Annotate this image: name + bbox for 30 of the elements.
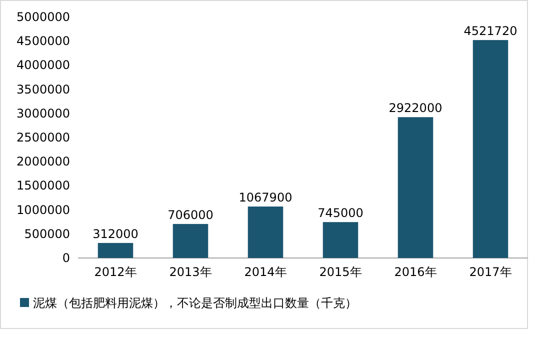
y-tick-label: 5000000 bbox=[16, 10, 70, 24]
y-tick-label: 4000000 bbox=[16, 58, 70, 72]
data-label: 706000 bbox=[168, 208, 214, 222]
bar bbox=[398, 117, 434, 258]
y-tick-label: 500000 bbox=[24, 226, 70, 241]
legend-label: 泥煤（包括肥料用泥煤），不论是否制成型出口数量（千克） bbox=[33, 296, 357, 310]
bar bbox=[472, 40, 508, 258]
y-tick-label: 3000000 bbox=[16, 106, 70, 120]
y-tick-label: 1500000 bbox=[16, 178, 70, 193]
y-tick-label: 3500000 bbox=[16, 82, 70, 96]
x-tick-label: 2014年 bbox=[244, 265, 287, 279]
bar bbox=[98, 242, 134, 258]
x-tick-label: 2016年 bbox=[394, 265, 437, 279]
y-tick-label: 4500000 bbox=[16, 34, 70, 48]
data-label: 1067900 bbox=[238, 190, 292, 205]
y-tick-label: 0 bbox=[62, 251, 70, 265]
data-label: 745000 bbox=[318, 206, 364, 220]
bar bbox=[248, 206, 284, 258]
bar bbox=[172, 224, 208, 258]
data-label: 4521720 bbox=[464, 24, 518, 38]
y-tick-label: 2000000 bbox=[16, 154, 70, 169]
data-label: 2922000 bbox=[388, 101, 442, 116]
bar bbox=[322, 222, 358, 258]
x-tick-label: 2013年 bbox=[169, 265, 212, 279]
data-label: 312000 bbox=[92, 226, 138, 241]
y-tick-label: 1000000 bbox=[16, 202, 70, 217]
x-tick-label: 2015年 bbox=[319, 265, 362, 279]
y-tick-label: 2500000 bbox=[16, 130, 70, 144]
x-tick-label: 2017年 bbox=[469, 265, 512, 279]
x-tick-label: 2012年 bbox=[94, 265, 137, 279]
